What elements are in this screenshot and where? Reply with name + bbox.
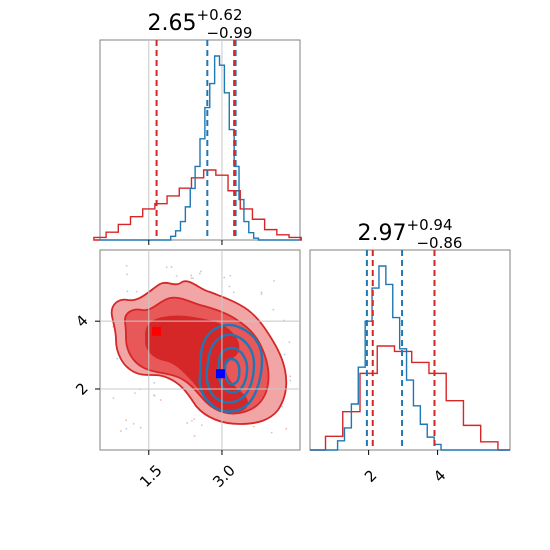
scatter-point (126, 273, 128, 276)
blue-histogram (310, 265, 510, 451)
scatter-point (116, 357, 119, 360)
scatter-point (192, 277, 194, 280)
scatter-point (200, 270, 202, 273)
scatter-point (228, 285, 231, 288)
scatter-point (165, 266, 168, 269)
scatter-point (283, 353, 286, 356)
scatter-point (191, 419, 193, 422)
scatter-point (125, 419, 128, 422)
scatter-point (193, 418, 196, 420)
scatter-point (139, 426, 142, 429)
right-xtick-label: 4 (430, 466, 449, 485)
scatter-point (193, 435, 196, 437)
2d-ytick-label: 4 (72, 311, 91, 330)
scatter-point (120, 430, 122, 432)
scatter-point (186, 422, 188, 424)
scatter-point (232, 291, 235, 294)
scatter-point (260, 293, 263, 296)
scatter-point (281, 405, 284, 408)
scatter-point (252, 425, 255, 428)
scatter-point (170, 266, 173, 268)
blue-histogram (100, 55, 300, 241)
scatter-point (125, 264, 128, 267)
scatter-point (134, 392, 136, 395)
truth-marker (215, 369, 225, 379)
scatter-point (175, 274, 178, 277)
red-histogram (93, 169, 302, 241)
scatter-point (288, 341, 291, 344)
scatter-point (132, 422, 135, 425)
scatter-point (289, 379, 292, 382)
scatter-point (272, 308, 275, 311)
2d-xtick-label: 1.5 (136, 461, 166, 491)
right-title: 2.97+0.94 −0.86 (358, 216, 463, 252)
truth-marker (152, 326, 162, 336)
red-histogram (310, 345, 510, 451)
scatter-point (270, 431, 273, 434)
scatter-point (273, 279, 275, 282)
scatter-point (190, 277, 193, 279)
scatter-point (260, 291, 263, 294)
scatter-point (190, 274, 193, 277)
scatter-point (159, 399, 162, 401)
scatter-point (153, 382, 156, 384)
panel-top-marginal: 2.65+0.62 −0.99 (93, 6, 302, 241)
scatter-point (223, 276, 226, 279)
scatter-point (135, 290, 138, 293)
panel-right-marginal: 2.97+0.94 −0.86 (309, 216, 511, 451)
scatter-point (198, 272, 201, 275)
right-xtick-label: 2 (361, 466, 380, 485)
scatter-point (200, 424, 203, 427)
scatter-point (229, 274, 232, 277)
panel-2d (99, 249, 301, 451)
scatter-point (125, 427, 128, 430)
top-title: 2.65+0.62 −0.99 (148, 6, 253, 42)
scatter-point (112, 397, 115, 400)
2d-ytick-label: 2 (72, 379, 91, 398)
scatter-point (126, 290, 129, 293)
2d-xtick-label: 3.0 (209, 461, 239, 491)
blue-contours (198, 323, 264, 413)
scatter-point (285, 427, 288, 430)
right-panel-frame (309, 249, 511, 451)
scatter-point (289, 375, 292, 378)
scatter-point (153, 394, 155, 397)
